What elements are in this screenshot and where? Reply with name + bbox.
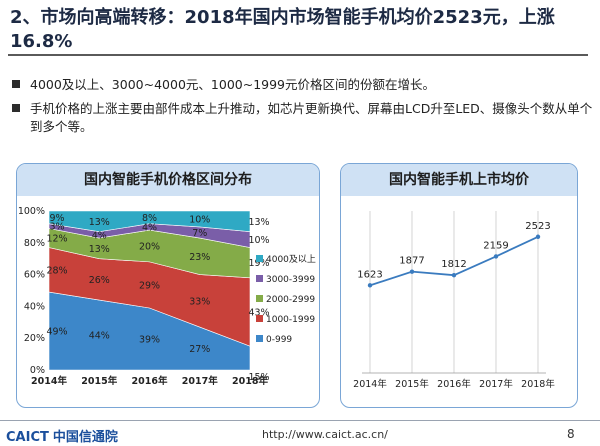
data-label: 44% xyxy=(89,331,110,342)
x-tick-label: 2018年 xyxy=(521,378,555,390)
x-tick-label: 2016年 xyxy=(437,378,471,390)
legend-swatch xyxy=(256,335,263,342)
data-label: 10% xyxy=(189,214,210,225)
data-label: 9% xyxy=(49,213,64,224)
area-band-4 xyxy=(48,210,251,232)
legend-label: 1000-1999 xyxy=(266,315,315,325)
x-tick-label: 2015年 xyxy=(81,375,117,387)
y-tick-label: 40% xyxy=(24,301,45,312)
x-tick-label: 2016年 xyxy=(132,375,168,387)
data-label: 8% xyxy=(142,213,157,224)
logo-cn-text: 中国信通院 xyxy=(52,430,118,445)
price-data-label: 1812 xyxy=(441,259,466,270)
data-label: 43% xyxy=(248,307,269,318)
x-tick-label: 2017年 xyxy=(182,375,218,387)
y-tick-label: 80% xyxy=(24,238,45,249)
data-label: 29% xyxy=(139,280,160,291)
legend-swatch xyxy=(256,295,263,302)
legend-label: 3000-3999 xyxy=(266,275,315,285)
legend-swatch xyxy=(256,275,263,282)
price-point xyxy=(493,254,499,259)
price-data-label: 1877 xyxy=(399,256,424,267)
data-label: 13% xyxy=(89,217,110,228)
data-label: 12% xyxy=(46,234,67,245)
bullet-text: 手机价格的上涨主要由部件成本上升推动，如芯片更新换代、屏幕由LCD升至LED、摄… xyxy=(30,101,593,134)
data-label: 4% xyxy=(142,222,157,233)
price-point xyxy=(367,283,373,288)
price-point xyxy=(451,272,457,278)
title-divider xyxy=(8,54,588,56)
bullet-item: 4000及以上、3000~4000元、1000~1999元价格区间的份额在增长。 xyxy=(12,76,582,94)
data-label: 4% xyxy=(92,230,107,241)
data-label: 28% xyxy=(46,265,67,276)
legend-swatch xyxy=(256,315,263,322)
data-label: 27% xyxy=(189,344,210,355)
x-tick-label: 2017年 xyxy=(479,378,513,390)
price-distribution-chart: 0% 20% 40% 60% 80% 100% 2014年 2015年 2016年 2017年 20… xyxy=(18,206,316,387)
data-label: 13% xyxy=(89,244,110,255)
y-tick-label: 0% xyxy=(30,365,45,376)
data-label: 33% xyxy=(189,296,210,307)
average-price-title: 国内智能手机上市均价 xyxy=(341,164,577,196)
y-tick-label: 100% xyxy=(18,206,45,217)
x-tick-label: 2015年 xyxy=(395,378,429,390)
data-label: 26% xyxy=(89,275,110,286)
legend-label: 2000-2999 xyxy=(266,295,315,305)
y-tick-label: 60% xyxy=(24,270,45,281)
legend-label: 0-999 xyxy=(266,335,292,345)
data-label: 49% xyxy=(46,327,67,338)
data-label: 39% xyxy=(139,334,160,345)
x-tick-label: 2014年 xyxy=(31,375,67,387)
logo-text: CAICT xyxy=(6,430,49,445)
price-distribution-title: 国内智能手机价格区间分布 xyxy=(17,164,319,196)
average-price-chart: 1623 1877 1812 2159 2523 2014年 2015年 2016年 2017年… xyxy=(353,211,555,390)
data-label: 15% xyxy=(248,372,269,383)
caict-logo[interactable]: CAICT 中国信通院 xyxy=(6,426,118,445)
price-point xyxy=(535,234,541,239)
data-label: 19% xyxy=(248,258,269,269)
page-number: 8 xyxy=(567,427,575,441)
price-point xyxy=(409,269,415,274)
x-tick-label: 2018年 xyxy=(232,375,268,387)
square-bullet-icon xyxy=(12,80,20,88)
x-tick-label: 2014年 xyxy=(353,378,387,390)
data-label: 20% xyxy=(139,241,160,252)
data-label: 10% xyxy=(248,235,269,246)
y-tick-label: 20% xyxy=(24,333,45,344)
footer-divider xyxy=(0,420,600,421)
price-data-label: 2523 xyxy=(525,221,550,232)
legend-swatch xyxy=(256,255,263,262)
price-data-label: 2159 xyxy=(483,240,508,251)
data-label: 7% xyxy=(192,228,207,239)
legend-label: 4000及以上 xyxy=(266,254,316,265)
bullet-text: 4000及以上、3000~4000元、1000~1999元价格区间的份额在增长。 xyxy=(30,77,436,92)
price-data-label: 1623 xyxy=(357,269,382,280)
slide-title: 2、市场向高端转移：2018年国内市场智能手机均价2523元，上涨16.8% xyxy=(10,7,555,52)
data-label: 23% xyxy=(189,252,210,263)
bullet-item: 手机价格的上涨主要由部件成本上升推动，如芯片更新换代、屏幕由LCD升至LED、摄… xyxy=(12,100,600,136)
data-label: 13% xyxy=(248,217,269,228)
footer-url-link[interactable]: http://www.caict.ac.cn/ xyxy=(262,428,388,441)
data-label: 3% xyxy=(49,222,64,233)
square-bullet-icon xyxy=(12,104,20,112)
